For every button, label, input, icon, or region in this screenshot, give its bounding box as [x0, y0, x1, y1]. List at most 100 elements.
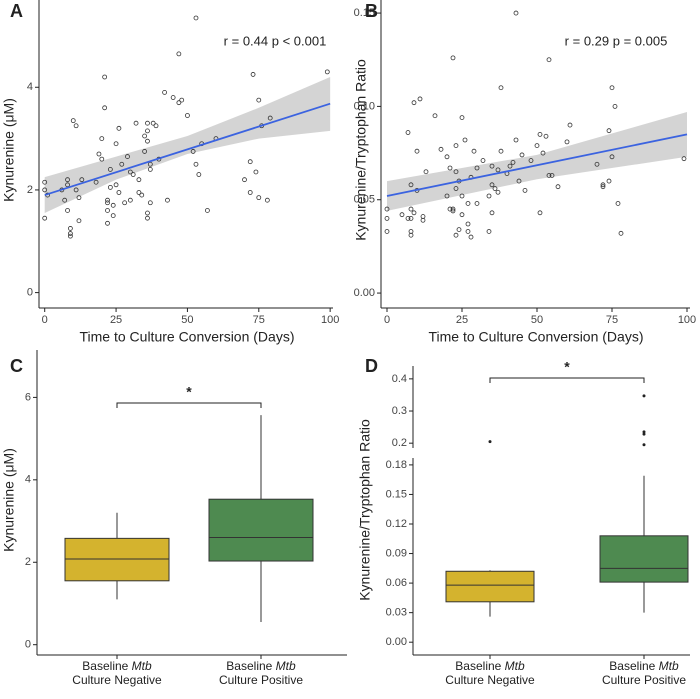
- y-tick-label: 0.00: [386, 636, 407, 648]
- point: [176, 100, 182, 106]
- point: [450, 208, 456, 214]
- x-tick-label: 75: [253, 314, 265, 326]
- point: [462, 137, 468, 143]
- point: [609, 154, 615, 160]
- point: [459, 115, 465, 120]
- point: [193, 15, 199, 21]
- x-tick-label: 50: [181, 314, 193, 326]
- point: [453, 186, 459, 191]
- point: [150, 120, 156, 126]
- point: [42, 187, 48, 193]
- point: [513, 10, 519, 16]
- y-tick-label: 0.2: [392, 437, 407, 449]
- outlier: [642, 430, 646, 434]
- x-tick-label: 75: [606, 314, 618, 326]
- point: [408, 215, 414, 221]
- point: [42, 179, 48, 185]
- x-tick-label-line2: Culture Positive: [602, 673, 686, 687]
- x-tick-label: 100: [321, 314, 339, 326]
- point: [67, 231, 73, 236]
- point: [73, 187, 79, 193]
- point: [618, 230, 624, 236]
- point: [465, 229, 471, 234]
- point: [681, 156, 687, 162]
- point: [107, 184, 113, 190]
- y-tick-label: 4: [25, 474, 31, 486]
- point: [489, 182, 495, 188]
- point: [510, 159, 516, 165]
- point: [486, 229, 492, 234]
- point: [250, 72, 256, 77]
- point: [253, 169, 259, 175]
- x-tick-label: Baseline Mtb: [82, 659, 152, 673]
- point: [116, 190, 122, 195]
- point: [70, 118, 76, 124]
- y-axis-title: Kynurenine (μM): [1, 98, 17, 202]
- point: [444, 154, 450, 160]
- outlier: [488, 440, 492, 444]
- point: [498, 85, 504, 91]
- point: [113, 182, 119, 188]
- point: [555, 184, 561, 190]
- point: [145, 120, 150, 126]
- point: [453, 232, 459, 238]
- point: [405, 215, 411, 221]
- y-tick-label: 2: [25, 556, 31, 568]
- point: [411, 210, 417, 216]
- x-tick-label: Baseline Mtb: [609, 659, 679, 673]
- y-axis-title: Kynurenine/Tryptophan Ratio: [353, 59, 369, 241]
- annotation: r = 0.44 p < 0.001: [224, 33, 327, 48]
- panel-label: B: [365, 1, 378, 21]
- x-tick-label: Baseline Mtb: [455, 659, 525, 673]
- point: [99, 156, 105, 162]
- y-tick-label: 4: [27, 81, 33, 93]
- point: [65, 177, 70, 183]
- point: [139, 192, 145, 198]
- outlier: [642, 432, 646, 436]
- x-tick-label: 25: [456, 314, 468, 326]
- box: [64, 537, 170, 582]
- point: [96, 151, 102, 157]
- point: [205, 208, 210, 213]
- point: [486, 193, 492, 199]
- point: [606, 178, 612, 184]
- point: [384, 229, 390, 234]
- y-tick-label: 0.10: [354, 100, 375, 112]
- point: [474, 165, 480, 171]
- x-axis-title: Time to Culture Conversion (Days): [429, 329, 644, 345]
- point: [247, 190, 253, 195]
- y-tick-label: 0.09: [386, 547, 407, 559]
- point: [546, 57, 552, 63]
- point: [414, 148, 420, 154]
- point: [264, 197, 270, 203]
- point: [537, 210, 543, 216]
- x-axis-title: Time to Culture Conversion (Days): [80, 329, 295, 345]
- x-tick-label: 25: [110, 314, 122, 326]
- point: [492, 186, 498, 191]
- y-tick-label: 0.15: [386, 488, 407, 500]
- point: [405, 130, 411, 135]
- point: [62, 197, 68, 203]
- point: [471, 148, 477, 154]
- point: [609, 85, 615, 91]
- point: [185, 113, 190, 118]
- point: [495, 189, 501, 195]
- point: [408, 206, 414, 212]
- point: [465, 221, 471, 227]
- point: [594, 161, 600, 167]
- point: [79, 177, 85, 183]
- point: [119, 161, 125, 167]
- point: [142, 149, 148, 154]
- point: [489, 163, 495, 169]
- point: [73, 123, 79, 129]
- significance-label: *: [186, 384, 192, 400]
- point: [145, 210, 150, 216]
- fit-line: [44, 102, 331, 196]
- point: [42, 215, 48, 221]
- point: [474, 201, 480, 206]
- x-tick-label: 0: [384, 314, 390, 326]
- point: [110, 213, 116, 219]
- point: [153, 123, 159, 129]
- point: [162, 90, 167, 95]
